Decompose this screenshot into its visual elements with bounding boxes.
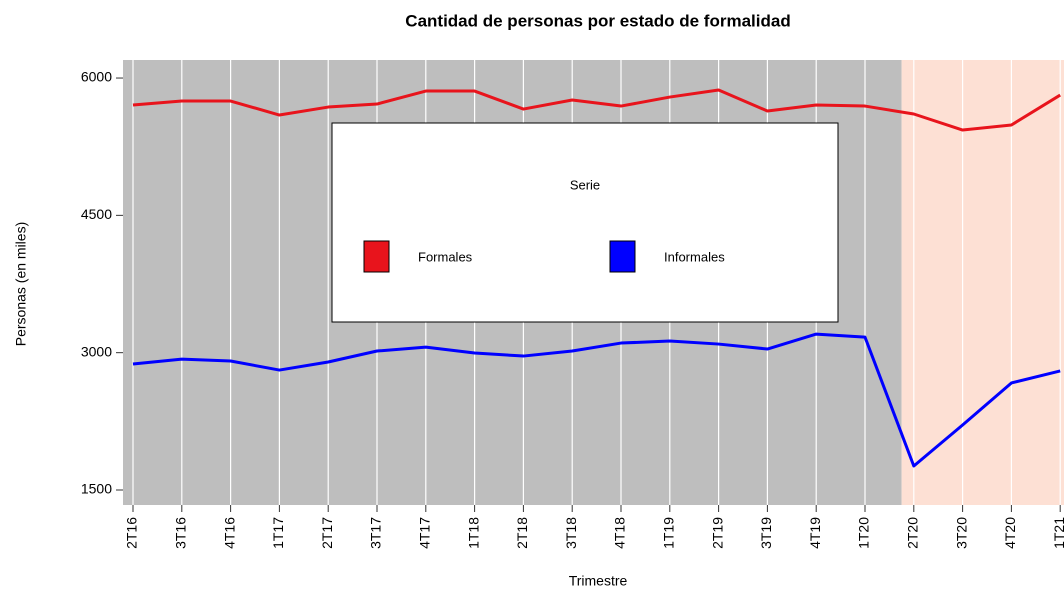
- x-tick-label: 4T16: [221, 517, 237, 549]
- x-tick-label: 3T16: [173, 517, 189, 549]
- legend-swatch: [609, 240, 636, 273]
- legend-label: Informales: [664, 249, 725, 264]
- x-tick-label: 1T17: [270, 517, 286, 549]
- chart-title: Cantidad de personas por estado de forma…: [405, 11, 790, 30]
- x-tick-label: 3T18: [563, 517, 579, 549]
- legend-label: Formales: [418, 249, 473, 264]
- x-tick-label: 4T19: [807, 517, 823, 549]
- x-tick-label: 2T17: [319, 517, 335, 549]
- y-tick-label: 6000: [81, 69, 112, 85]
- x-tick-label: 2T18: [514, 517, 530, 549]
- legend-title: Serie: [570, 177, 600, 192]
- highlight-region: [901, 60, 1064, 505]
- x-tick-label: 4T20: [1002, 517, 1018, 549]
- series-line: [132, 88, 1061, 132]
- y-tick-label: 4500: [81, 206, 112, 222]
- x-axis-label: Trimestre: [569, 573, 628, 589]
- legend-swatch: [363, 240, 390, 273]
- x-tick-label: 3T17: [368, 517, 384, 549]
- y-tick-label: 3000: [81, 343, 112, 359]
- y-axis-label: Personas (en miles): [13, 222, 29, 347]
- x-tick-label: 2T20: [905, 517, 921, 549]
- x-tick-label: 1T21: [1051, 517, 1064, 549]
- legend-box: [331, 122, 839, 323]
- x-tick-label: 3T19: [758, 517, 774, 549]
- x-tick-label: 4T18: [612, 517, 628, 549]
- x-tick-label: 1T20: [856, 517, 872, 549]
- x-tick-label: 1T19: [661, 517, 677, 549]
- x-tick-label: 1T18: [465, 517, 481, 549]
- x-tick-label: 2T16: [124, 517, 140, 549]
- x-tick-label: 4T17: [417, 517, 433, 549]
- x-tick-label: 2T19: [709, 517, 725, 549]
- y-tick-label: 1500: [81, 481, 112, 497]
- series-line: [132, 332, 1061, 468]
- x-tick-label: 3T20: [953, 517, 969, 549]
